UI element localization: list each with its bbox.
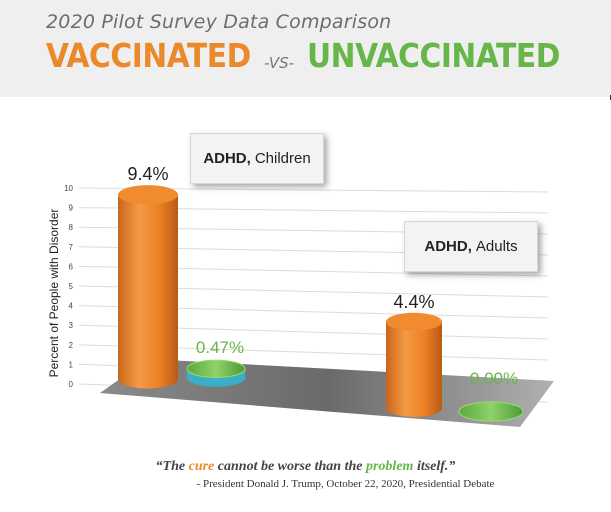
y-tick-label: 10 xyxy=(64,184,73,193)
bar-vaccinated-adults-body xyxy=(386,321,442,417)
title-vaccinated: VACCINATED xyxy=(46,36,251,75)
bar-unvaccinated-adults: 0.00% xyxy=(458,369,524,422)
bar-vaccinated-children-label: 9.4% xyxy=(127,164,168,184)
y-tick-label: 5 xyxy=(69,282,74,291)
quote-open: “The xyxy=(155,459,189,474)
bar-unvaccinated-adults-top xyxy=(458,401,524,422)
header-banner: 2020 Pilot Survey Data Comparison VACCIN… xyxy=(0,0,611,97)
chart-svg: 9.4% 0.47% 4.4% 0.00% 0 1 2 3 4 5 6 7 8 9 10 Percent … xyxy=(47,164,554,427)
y-tick-label: 6 xyxy=(69,262,74,271)
category-card-adults-text: Adults xyxy=(475,238,518,255)
y-tick-label: 7 xyxy=(69,243,74,252)
quote-cure: cure xyxy=(188,459,215,474)
y-tick-label: 2 xyxy=(69,341,74,350)
title-vs: -VS- xyxy=(264,53,295,72)
chart-marks: 9.4% 0.47% 4.4% 0.00% xyxy=(118,164,524,422)
quote-text: “The cure cannot be worse than the probl… xyxy=(0,459,611,475)
bar-unvaccinated-children: 0.47% xyxy=(186,338,246,387)
category-card-adults-bold: ADHD, xyxy=(424,238,472,255)
category-card-adults: ADHD, Adults xyxy=(404,221,538,272)
category-card-children-text: Children xyxy=(254,150,311,167)
category-card-children-bold: ADHD, xyxy=(203,150,251,167)
quote-mid: cannot be worse than the xyxy=(214,459,366,474)
y-tick-label: 3 xyxy=(69,321,74,330)
quote-problem: problem xyxy=(365,459,414,474)
y-tick-label: 1 xyxy=(69,360,74,369)
page-subtitle: 2020 Pilot Survey Data Comparison xyxy=(46,11,392,33)
bar-vaccinated-children-body xyxy=(118,194,179,389)
quote-block: “The cure cannot be worse than the probl… xyxy=(0,459,611,490)
bar-unvaccinated-children-top xyxy=(186,359,246,378)
y-tick-label: 9 xyxy=(69,204,74,213)
page-title: VACCINATED -VS- UNVACCINATED xyxy=(46,36,588,75)
quote-attribution: - President Donald J. Trump, October 22,… xyxy=(196,478,495,490)
y-tick-label: 8 xyxy=(69,223,74,232)
bar-vaccinated-adults-top xyxy=(386,312,442,331)
y-axis-label: Percent of People with Disorder xyxy=(47,209,61,378)
title-unvaccinated: UNVACCINATED xyxy=(306,36,560,75)
bar-unvaccinated-adults-label: 0.00% xyxy=(470,369,518,388)
y-tick-label: 4 xyxy=(69,302,74,311)
category-card-children: ADHD, Children xyxy=(190,133,324,184)
bar-vaccinated-children-top xyxy=(118,185,178,205)
bar-unvaccinated-children-label: 0.47% xyxy=(196,338,244,357)
bar-vaccinated-children: 9.4% xyxy=(118,164,179,389)
y-tick-label: 0 xyxy=(69,380,74,389)
bar-vaccinated-adults: 4.4% xyxy=(386,292,442,417)
quote-close: itself.” xyxy=(413,459,456,474)
chart-area: 9.4% 0.47% 4.4% 0.00% 0 1 2 3 4 5 6 7 8 9 10 Percent … xyxy=(0,97,611,507)
y-axis: 0 1 2 3 4 5 6 7 8 9 10 xyxy=(64,184,73,389)
bar-vaccinated-adults-label: 4.4% xyxy=(393,292,434,312)
